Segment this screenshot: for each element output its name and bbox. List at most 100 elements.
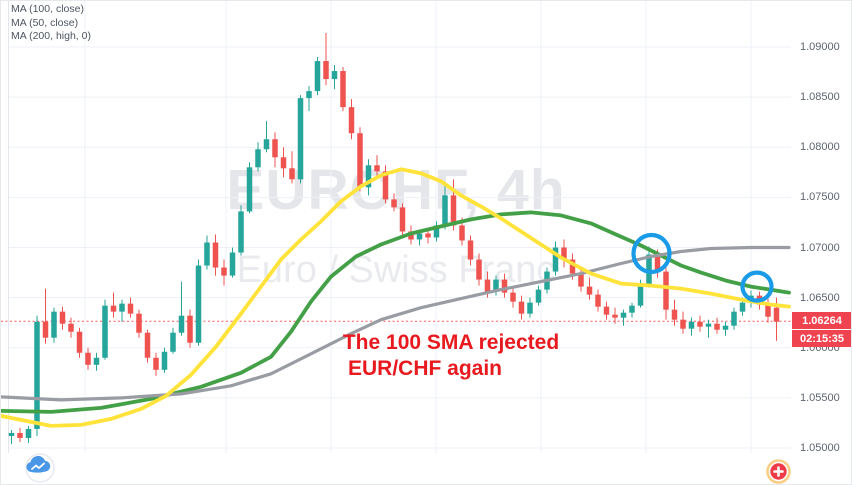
indicator-legend: MA (100, close) MA (50, close) MA (200, … (11, 3, 91, 44)
candle-body (637, 284, 644, 306)
candle-body (255, 149, 261, 168)
candle-body (127, 303, 134, 314)
candle-body (688, 321, 695, 329)
legend-ma-50[interactable]: MA (50, close) (11, 16, 79, 29)
ma-line (1, 167, 791, 428)
candle-body (391, 199, 397, 208)
candle-body (450, 195, 457, 226)
price-axis-label: 1.09000 (800, 41, 840, 53)
candle-body (739, 302, 746, 312)
candle-body (578, 273, 584, 287)
candle-body (110, 305, 117, 312)
annotation-text-line1: The 100 SMA rejected (342, 331, 560, 354)
price-axis-label: 1.05000 (800, 442, 840, 454)
legend-ma-100[interactable]: MA (100, close) (11, 3, 84, 15)
candle-body (42, 321, 49, 338)
candle-body (425, 233, 431, 238)
candle-body (348, 107, 355, 134)
ma-line (1, 210, 791, 414)
candle-body (442, 195, 448, 226)
current-price-badge: 1.06264 02:15:35 (792, 312, 851, 348)
candle-body (501, 279, 508, 293)
current-price-value: 1.06264 (792, 312, 851, 330)
candle-body (399, 207, 406, 232)
candle-body (476, 259, 482, 280)
candle-body (195, 265, 202, 343)
time-axis[interactable] (1, 453, 851, 484)
candle-body (51, 311, 57, 338)
candle-body (93, 357, 100, 365)
candle-body (654, 254, 661, 272)
candle-body (433, 225, 440, 238)
candle-body (484, 279, 491, 292)
price-axis-label: 1.06500 (800, 291, 840, 304)
candle-body (773, 307, 780, 322)
candle-body (323, 61, 329, 80)
candle-body (263, 139, 270, 150)
candle-body (663, 271, 669, 310)
candle-body (416, 233, 423, 240)
candle-body (187, 315, 193, 343)
candle-body (280, 157, 287, 169)
candle-body (680, 319, 686, 329)
candle-body (459, 225, 465, 241)
candle-body (535, 289, 542, 303)
candle-body (365, 165, 372, 188)
candle-body (722, 325, 729, 330)
price-axis-label: 1.07000 (800, 241, 840, 254)
price-axis[interactable]: 1.06264 02:15:35 1.09000 1.08500 1.08000 1.… (791, 1, 851, 454)
candle-body (297, 98, 304, 180)
candle-body (246, 167, 253, 212)
price-axis-label: 1.08000 (800, 141, 840, 154)
candle-body (178, 315, 185, 333)
candle-body (510, 292, 516, 302)
candle-body (212, 242, 219, 268)
candle-body (314, 61, 321, 92)
candle-body (552, 247, 559, 272)
candle-body (136, 313, 142, 333)
annotation-text-line2: EUR/CHF again (347, 357, 503, 380)
candle-body (221, 267, 227, 276)
candle-body (8, 432, 15, 436)
candle-body (620, 312, 627, 318)
candle-body (467, 240, 474, 260)
candle-body (697, 321, 703, 327)
ma-line (1, 245, 791, 402)
candle-body (527, 302, 533, 314)
candle-body (34, 321, 40, 429)
legend-ma-200[interactable]: MA (200, high, 0) (11, 30, 91, 42)
time-axis-decor (25, 453, 791, 484)
price-axis-label: 1.08500 (800, 91, 840, 104)
highlight-circle-annotation (631, 232, 672, 275)
candle-body (586, 286, 593, 295)
candle-body (518, 301, 525, 314)
candle-body (705, 323, 712, 327)
candle-body (714, 323, 720, 330)
candle-body (493, 279, 499, 292)
candle-body (603, 306, 610, 315)
candle-body (731, 311, 737, 326)
candle-body (85, 352, 91, 365)
candle-body (340, 71, 346, 108)
candle-body (76, 331, 83, 353)
candle-body (119, 303, 125, 312)
candle-body (629, 305, 635, 313)
candle-body (153, 357, 159, 370)
price-axis-label: 1.05500 (800, 391, 840, 404)
candle-body (646, 254, 652, 285)
candle-body (161, 351, 168, 370)
candle-body (561, 247, 567, 260)
candle-body (59, 311, 66, 324)
broker-logo-icon[interactable] (25, 453, 55, 483)
candle-body (25, 428, 32, 438)
add-target-button[interactable] (766, 459, 791, 484)
candle-body (765, 304, 771, 317)
candle-body (170, 332, 176, 352)
candle-body (374, 165, 380, 172)
candle-body (17, 432, 23, 438)
highlight-circle-annotation (740, 270, 774, 303)
candle-body (204, 242, 210, 266)
candle-body (569, 259, 576, 274)
